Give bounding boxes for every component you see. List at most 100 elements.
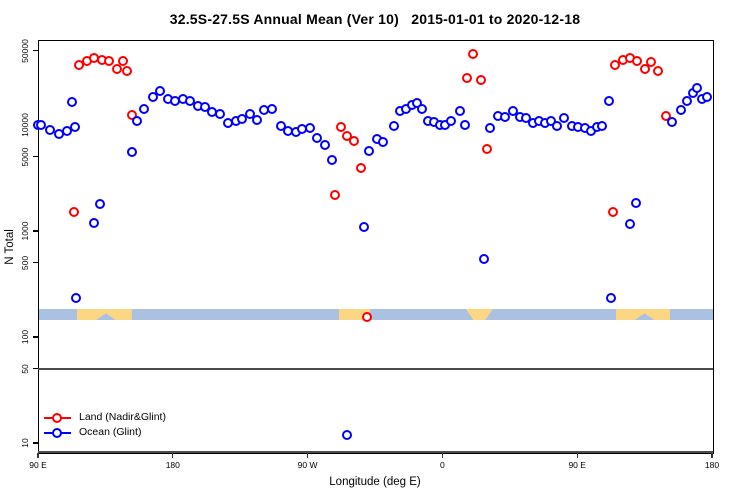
data-point-ocean (319, 139, 330, 150)
data-point-ocean (625, 218, 636, 229)
data-point-ocean (676, 104, 687, 115)
data-point-ocean (445, 116, 456, 127)
data-point-ocean (631, 198, 642, 209)
y-tick-label: 10 (20, 438, 30, 448)
data-point-ocean (252, 114, 263, 125)
reference-line-50 (38, 368, 713, 370)
x-tick-label: 90 W (297, 460, 318, 470)
data-point-ocean (139, 103, 150, 114)
data-point-land (335, 122, 346, 133)
data-point-ocean (312, 133, 323, 144)
x-tick-label: 0 (440, 460, 445, 470)
y-axis-label: N Total (4, 229, 16, 265)
legend-key-marker (44, 427, 71, 438)
data-point-ocean (388, 120, 399, 131)
data-point-ocean (596, 120, 607, 131)
x-tick-mark (576, 453, 578, 458)
land-strip-segment (76, 309, 132, 320)
data-point-land (610, 59, 621, 70)
x-tick-mark (172, 453, 174, 458)
plot-area (38, 40, 714, 454)
data-point-ocean (459, 120, 470, 130)
data-point-ocean (126, 146, 137, 157)
data-point-ocean (342, 429, 353, 440)
data-point-ocean (681, 95, 692, 106)
y-tick-mark (32, 336, 38, 338)
data-point-ocean (95, 198, 106, 209)
data-point-land (608, 207, 619, 218)
data-point-ocean (147, 91, 158, 102)
legend-key-circle (52, 412, 62, 423)
data-point-ocean (358, 221, 369, 232)
data-point-ocean (551, 120, 562, 131)
x-tick-mark (441, 453, 443, 458)
data-point-ocean (71, 293, 82, 304)
y-tick-mark (32, 442, 38, 444)
y-tick-mark (32, 156, 38, 158)
ocean-strip (39, 309, 713, 320)
data-point-ocean (244, 108, 255, 119)
y-tick-label: 500 (20, 255, 30, 270)
x-tick-label: 180 (165, 460, 180, 470)
data-point-ocean (185, 95, 196, 106)
data-point-ocean (604, 95, 615, 106)
data-point-ocean (131, 116, 142, 127)
land-strip-segment (465, 309, 493, 320)
data-point-ocean (155, 85, 166, 96)
data-point-land (355, 163, 366, 174)
data-point-ocean (454, 105, 465, 116)
legend-row: Land (Nadir&Glint) (44, 410, 166, 425)
data-point-land (349, 136, 360, 147)
x-tick-label: 180 (704, 460, 720, 470)
x-tick-mark (307, 453, 309, 458)
data-point-land (361, 311, 372, 322)
data-point-ocean (417, 103, 428, 114)
data-point-ocean (484, 123, 495, 134)
y-tick-label: 5000 (20, 147, 30, 167)
data-point-land (111, 64, 122, 75)
data-point-ocean (214, 109, 225, 120)
x-axis-label: Longitude (deg E) (329, 476, 421, 488)
data-point-ocean (605, 292, 616, 303)
data-point-land (645, 57, 656, 68)
data-point-ocean (667, 116, 678, 127)
data-point-ocean (411, 98, 422, 109)
data-point-land (118, 56, 129, 67)
legend-key-marker (44, 412, 71, 423)
data-point-ocean (266, 103, 277, 114)
data-point-ocean (35, 120, 46, 130)
data-point-ocean (499, 112, 510, 123)
y-tick-mark (32, 262, 38, 264)
data-point-ocean (237, 114, 248, 125)
y-tick-label: 100 (20, 329, 30, 345)
data-point-land (329, 189, 340, 200)
data-point-ocean (507, 106, 518, 117)
y-tick-label: 1000 (20, 221, 30, 241)
legend-row: Ocean (Glint) (44, 425, 166, 440)
data-point-ocean (62, 126, 73, 137)
data-point-ocean (692, 83, 703, 94)
data-point-ocean (70, 121, 81, 132)
data-point-land (104, 56, 115, 67)
data-point-land (122, 65, 133, 76)
land-strip-segment (338, 309, 370, 320)
x-tick-label: 90 E (568, 460, 586, 470)
data-point-land (661, 110, 672, 121)
data-point-ocean (479, 254, 490, 265)
data-point-land (639, 64, 650, 75)
y-tick-mark (32, 230, 38, 232)
data-point-land (482, 143, 493, 154)
legend: Land (Nadir&Glint) Ocean (Glint) (44, 410, 166, 440)
data-point-land (653, 65, 664, 76)
legend-label: Land (Nadir&Glint) (79, 411, 166, 423)
data-point-land (475, 75, 486, 86)
x-tick-mark (711, 453, 713, 458)
data-point-land (126, 110, 137, 121)
data-point-ocean (701, 92, 712, 103)
chart-title: 32.5S-27.5S Annual Mean (Ver 10) 2015-01… (169, 11, 581, 27)
data-point-land (68, 207, 79, 218)
data-point-land (462, 72, 473, 83)
y-tick-mark (32, 368, 38, 370)
y-tick-label: 10000 (20, 113, 30, 137)
